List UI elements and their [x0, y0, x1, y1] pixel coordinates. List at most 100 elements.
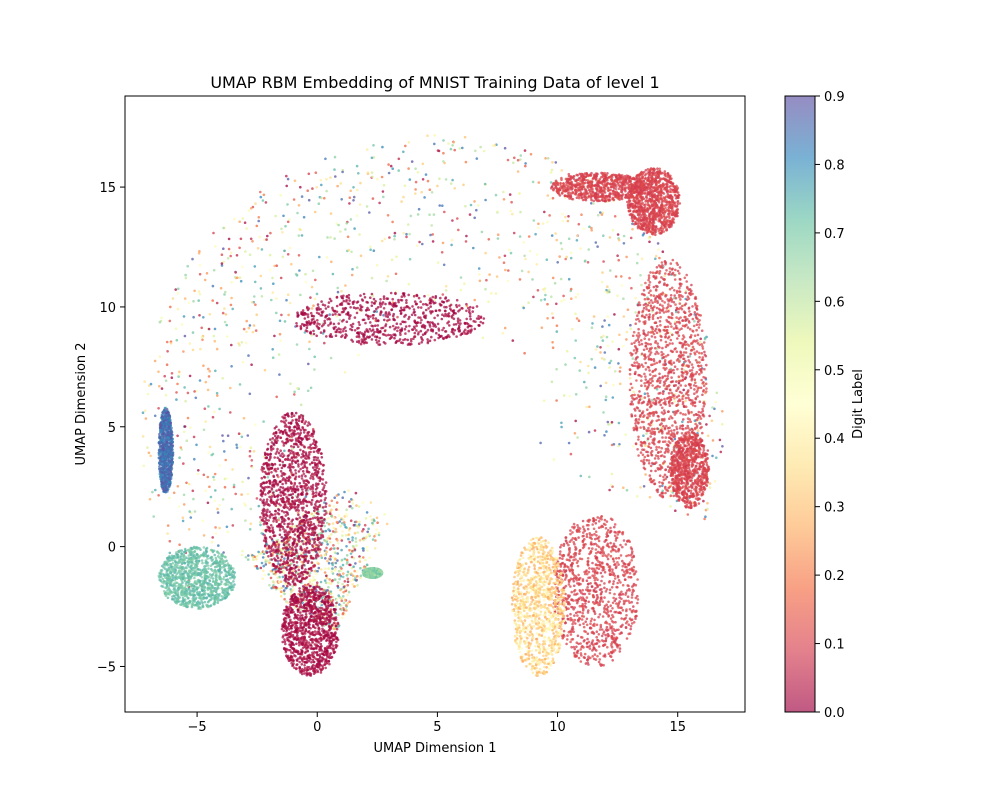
scatter-point	[393, 336, 396, 340]
scatter-point	[290, 433, 293, 436]
scatter-point	[414, 302, 418, 306]
scatter-point	[248, 528, 252, 531]
scatter-point	[458, 319, 462, 322]
scatter-point	[241, 480, 244, 484]
scatter-point	[314, 657, 318, 661]
scatter-point	[283, 416, 287, 420]
scatter-point	[251, 466, 254, 469]
scatter-point	[565, 255, 568, 259]
scatter-point	[303, 463, 306, 467]
scatter-point	[349, 563, 352, 567]
scatter-point	[286, 525, 290, 528]
scatter-point	[220, 253, 224, 256]
scatter-point	[254, 329, 258, 332]
scatter-point	[313, 670, 316, 673]
scatter-point	[299, 403, 303, 407]
scatter-point	[283, 511, 286, 514]
scatter-point	[404, 325, 408, 328]
scatter-point	[383, 513, 387, 516]
scatter-point	[502, 198, 506, 201]
scatter-point	[309, 476, 312, 480]
scatter-point	[494, 292, 498, 295]
scatter-point	[606, 420, 610, 424]
scatter-point	[281, 460, 285, 464]
scatter-point	[281, 231, 284, 234]
scatter-point	[332, 526, 336, 530]
scatter-point	[409, 338, 413, 341]
scatter-point	[214, 369, 217, 373]
scatter-point	[272, 584, 275, 587]
scatter-point	[348, 540, 352, 544]
scatter-point	[350, 555, 354, 559]
scatter-point	[305, 504, 309, 508]
scatter-point	[308, 665, 311, 669]
scatter-point	[351, 302, 355, 306]
scatter-point	[286, 633, 289, 636]
scatter-point	[312, 588, 316, 592]
scatter-point	[351, 325, 354, 329]
scatter-point	[249, 446, 253, 450]
scatter-point	[325, 178, 328, 181]
scatter-point	[317, 482, 320, 486]
scatter-point	[304, 495, 308, 498]
scatter-point	[295, 343, 299, 346]
scatter-point	[198, 314, 201, 317]
scatter-point	[146, 392, 150, 396]
scatter-point	[312, 576, 315, 579]
scatter-point	[285, 184, 289, 188]
scatter-point	[622, 242, 626, 245]
scatter-point	[189, 426, 192, 429]
scatter-point	[629, 327, 632, 331]
scatter-point	[403, 338, 407, 341]
scatter-point	[244, 250, 247, 253]
scatter-point	[280, 227, 283, 231]
scatter-point	[292, 466, 295, 469]
scatter-point	[576, 436, 579, 439]
scatter-point	[293, 552, 296, 555]
scatter-point	[603, 319, 606, 322]
scatter-point	[300, 617, 303, 621]
scatter-point	[222, 439, 225, 443]
scatter-point	[207, 375, 211, 378]
scatter-point	[263, 368, 267, 372]
scatter-point	[438, 177, 441, 180]
scatter-point	[334, 631, 337, 634]
scatter-point	[300, 234, 304, 237]
scatter-point	[328, 313, 332, 316]
scatter-point	[281, 547, 285, 550]
scatter-point	[312, 625, 315, 628]
scatter-point	[300, 463, 303, 466]
scatter-point	[382, 183, 386, 187]
scatter-point	[617, 362, 620, 365]
scatter-point	[149, 382, 153, 386]
scatter-point	[295, 551, 298, 554]
scatter-point	[484, 198, 487, 202]
scatter-point	[305, 457, 308, 460]
scatter-point	[289, 452, 292, 455]
scatter-point	[247, 354, 250, 357]
scatter-point	[316, 319, 319, 322]
scatter-point	[301, 643, 304, 646]
scatter-point	[513, 156, 516, 160]
scatter-point	[587, 248, 590, 251]
scatter-point	[176, 287, 180, 291]
scatter-point	[625, 338, 628, 341]
scatter-point	[273, 513, 277, 516]
scatter-point	[308, 635, 311, 639]
scatter-point	[290, 547, 294, 550]
scatter-point	[462, 183, 465, 187]
scatter-point	[415, 322, 418, 325]
scatter-point	[320, 300, 323, 303]
scatter-point	[277, 428, 281, 432]
scatter-point	[325, 521, 329, 525]
scatter-point	[444, 330, 447, 333]
scatter-point	[218, 407, 221, 411]
scatter-point	[292, 579, 295, 582]
scatter-point	[543, 298, 547, 301]
scatter-point	[353, 316, 357, 319]
scatter-point	[452, 332, 456, 336]
scatter-point	[297, 417, 301, 420]
scatter-point	[642, 434, 645, 438]
scatter-point	[551, 341, 554, 344]
scatter-point	[714, 400, 718, 404]
